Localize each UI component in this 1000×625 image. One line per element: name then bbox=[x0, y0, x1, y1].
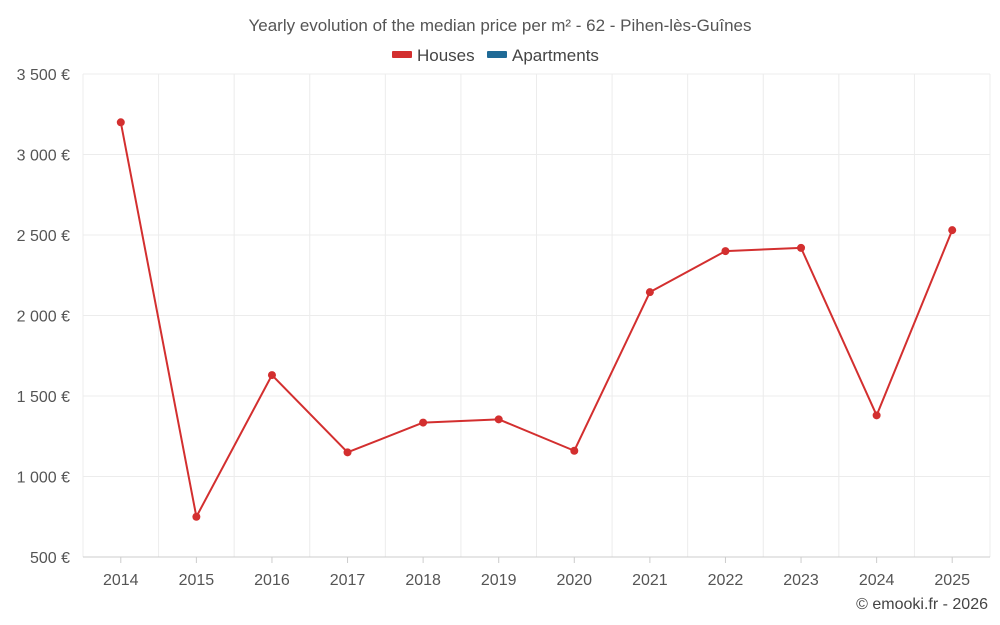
series-line-houses bbox=[119, 122, 954, 518]
legend-item-houses[interactable]: Houses bbox=[392, 46, 475, 65]
y-tick-label: 2 000 € bbox=[17, 309, 70, 326]
legend-label-houses: Houses bbox=[417, 46, 475, 65]
y-tick-label: 3 000 € bbox=[17, 148, 70, 165]
credit-text: © emooki.fr - 2026 bbox=[856, 596, 988, 613]
axes: 500 € 1 000 € 1 500 € 2 000 € 2 500 € 3 000 €… bbox=[17, 67, 990, 589]
y-tick-label: 500 € bbox=[30, 550, 70, 567]
x-tick-label: 2019 bbox=[481, 572, 517, 589]
data-point[interactable] bbox=[797, 243, 806, 252]
legend[interactable]: Houses Apartments bbox=[392, 46, 599, 65]
data-point[interactable] bbox=[872, 411, 881, 420]
data-point[interactable] bbox=[570, 446, 579, 455]
data-point[interactable] bbox=[948, 226, 957, 235]
x-tick-label: 2021 bbox=[632, 572, 668, 589]
y-tick-label: 2 500 € bbox=[17, 228, 70, 245]
grid bbox=[82, 73, 991, 557]
data-point[interactable] bbox=[721, 247, 730, 256]
x-tick-label: 2023 bbox=[783, 572, 819, 589]
data-point[interactable] bbox=[645, 288, 654, 297]
x-tick-label: 2014 bbox=[103, 572, 139, 589]
x-tick-label: 2017 bbox=[330, 572, 366, 589]
data-point[interactable] bbox=[419, 418, 428, 427]
data-point[interactable] bbox=[192, 512, 201, 521]
data-point[interactable] bbox=[494, 415, 503, 424]
legend-swatch-houses bbox=[392, 51, 412, 58]
y-tick-label: 1 500 € bbox=[17, 389, 70, 406]
chart-title: Yearly evolution of the median price per… bbox=[248, 16, 751, 35]
x-tick-label: 2018 bbox=[405, 572, 441, 589]
series-houses bbox=[116, 118, 957, 521]
x-tick-label: 2022 bbox=[708, 572, 744, 589]
y-tick-label: 1 000 € bbox=[17, 470, 70, 487]
data-point[interactable] bbox=[343, 448, 352, 457]
legend-item-apartments[interactable]: Apartments bbox=[487, 46, 599, 65]
x-tick-label: 2024 bbox=[859, 572, 895, 589]
y-tick-label: 3 500 € bbox=[17, 67, 70, 84]
legend-label-apartments: Apartments bbox=[512, 46, 599, 65]
x-tick-label: 2025 bbox=[934, 572, 970, 589]
legend-swatch-apartments bbox=[487, 51, 507, 58]
data-point[interactable] bbox=[267, 371, 276, 380]
x-tick-label: 2020 bbox=[556, 572, 592, 589]
x-tick-label: 2016 bbox=[254, 572, 290, 589]
data-point[interactable] bbox=[116, 118, 125, 127]
x-tick-label: 2015 bbox=[179, 572, 215, 589]
